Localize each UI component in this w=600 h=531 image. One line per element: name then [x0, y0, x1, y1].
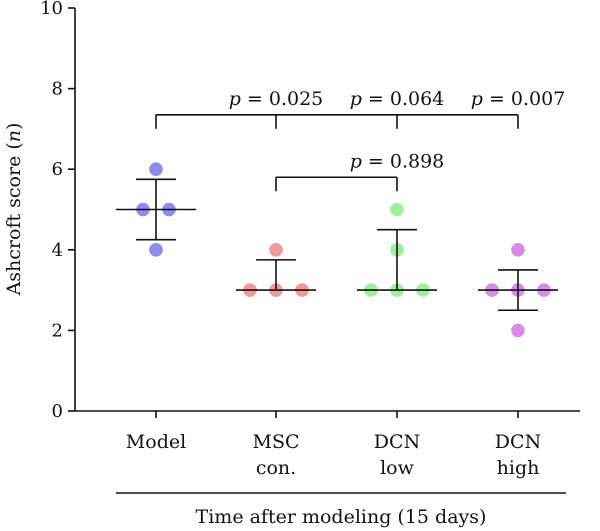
data-points: [136, 162, 551, 338]
x-tick-label: con.: [256, 457, 296, 479]
y-tick-label: 8: [52, 79, 63, 100]
x-tick-label: DCN: [374, 431, 420, 453]
data-point: [511, 243, 525, 257]
y-axis-label: Ashcroft score (n): [3, 123, 25, 297]
x-axis-label: Time after modeling (15 days): [196, 506, 487, 528]
x-tick-label: MSC: [252, 431, 299, 453]
data-point: [511, 323, 525, 338]
axis-labels: Ashcroft score (n) Time after modeling (…: [3, 123, 566, 528]
y-tick-label: 2: [52, 320, 63, 341]
data-point: [269, 243, 283, 257]
p-value-label: p = 0.898: [350, 150, 445, 172]
x-tick-label: high: [497, 457, 540, 479]
summary-bars: [116, 178, 558, 312]
x-axis: Model MSC con. DCN low DCN high: [75, 410, 580, 479]
p-value-label: p = 0.025: [229, 88, 324, 110]
data-point: [390, 202, 404, 217]
x-tick-label: DCN: [495, 431, 541, 453]
y-tick-label: 6: [52, 159, 63, 180]
p-value-label: p = 0.064: [350, 88, 445, 110]
y-tick-label: 10: [40, 0, 63, 19]
y-axis: 0 2 4 6 8 10: [40, 0, 76, 422]
y-tick-label: 0: [52, 401, 63, 422]
p-value-label: p = 0.007: [471, 88, 566, 110]
significance-annotations: p = 0.025 p = 0.064 p = 0.007 p = 0.898: [155, 88, 566, 192]
data-point: [149, 243, 163, 257]
data-point: [149, 162, 163, 176]
x-tick-label: low: [380, 457, 415, 479]
x-tick-label: Model: [126, 431, 186, 453]
y-tick-label: 4: [52, 240, 63, 261]
